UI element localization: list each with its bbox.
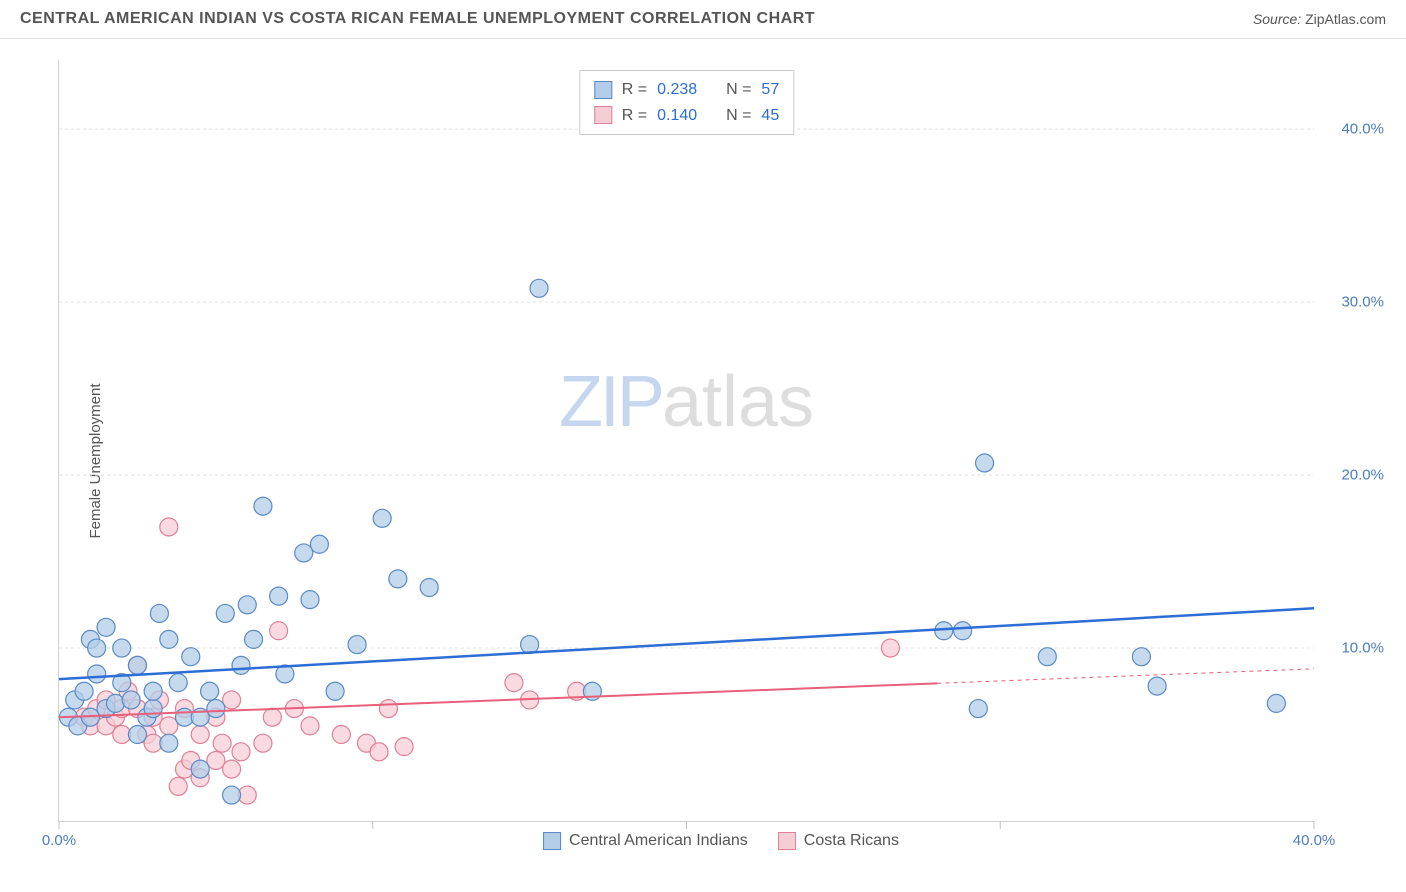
- r-label: R =: [622, 77, 647, 103]
- r-label: R =: [622, 103, 647, 129]
- pink-swatch: [594, 106, 612, 124]
- data-point: [1132, 648, 1150, 666]
- source-label: Source:: [1253, 11, 1301, 27]
- data-point: [326, 682, 344, 700]
- data-point: [245, 630, 263, 648]
- chart-svg: [59, 60, 1314, 821]
- data-point: [232, 743, 250, 761]
- data-point: [976, 454, 994, 472]
- stats-legend-box: R = 0.238 N = 57 R = 0.140 N = 45: [579, 70, 794, 135]
- chart-title: CENTRAL AMERICAN INDIAN VS COSTA RICAN F…: [20, 10, 815, 28]
- data-point: [223, 691, 241, 709]
- data-point: [144, 700, 162, 718]
- data-point: [160, 734, 178, 752]
- data-point: [238, 596, 256, 614]
- trend-line-extrapolated: [938, 669, 1315, 684]
- data-point: [420, 579, 438, 597]
- data-point: [395, 738, 413, 756]
- data-point: [295, 544, 313, 562]
- data-point: [1038, 648, 1056, 666]
- data-point: [373, 509, 391, 527]
- data-point: [348, 636, 366, 654]
- data-point: [223, 760, 241, 778]
- data-point: [263, 708, 281, 726]
- data-point: [160, 630, 178, 648]
- source-value: ZipAtlas.com: [1305, 11, 1386, 27]
- data-point: [216, 604, 234, 622]
- data-point: [223, 786, 241, 804]
- data-point: [213, 734, 231, 752]
- data-point: [207, 700, 225, 718]
- data-point: [201, 682, 219, 700]
- data-point: [521, 636, 539, 654]
- y-tick-label: 10.0%: [1341, 640, 1384, 657]
- data-point: [254, 497, 272, 515]
- data-point: [169, 777, 187, 795]
- data-point: [182, 648, 200, 666]
- legend-item-1: Central American Indians: [543, 832, 748, 850]
- data-point: [332, 726, 350, 744]
- data-point: [505, 674, 523, 692]
- data-point: [150, 604, 168, 622]
- legend-label-2: Costa Ricans: [804, 832, 899, 850]
- stats-row-1: R = 0.238 N = 57: [594, 77, 779, 103]
- data-point: [301, 591, 319, 609]
- n-value-1: 57: [761, 77, 779, 103]
- data-point: [113, 639, 131, 657]
- data-point: [88, 665, 106, 683]
- data-point: [270, 587, 288, 605]
- data-point: [379, 700, 397, 718]
- chart-header: CENTRAL AMERICAN INDIAN VS COSTA RICAN F…: [0, 0, 1406, 39]
- data-point: [1267, 694, 1285, 712]
- n-label: N =: [726, 77, 751, 103]
- legend-swatch-pink: [778, 832, 796, 850]
- data-point: [270, 622, 288, 640]
- n-label: N =: [726, 103, 751, 129]
- n-value-2: 45: [761, 103, 779, 129]
- data-point: [310, 535, 328, 553]
- data-point: [97, 618, 115, 636]
- r-value-2: 0.140: [657, 103, 697, 129]
- data-point: [128, 656, 146, 674]
- data-point: [88, 639, 106, 657]
- y-tick-label: 20.0%: [1341, 467, 1384, 484]
- data-point: [370, 743, 388, 761]
- data-point: [122, 691, 140, 709]
- data-point: [969, 700, 987, 718]
- y-tick-label: 30.0%: [1341, 294, 1384, 311]
- legend-item-2: Costa Ricans: [778, 832, 899, 850]
- legend-swatch-blue: [543, 832, 561, 850]
- chart-container: Female Unemployment ZIPatlas R = 0.238 N…: [48, 50, 1394, 872]
- data-point: [106, 694, 124, 712]
- data-point: [301, 717, 319, 735]
- blue-swatch: [594, 81, 612, 99]
- x-tick-label: 0.0%: [42, 832, 76, 849]
- trend-line: [59, 683, 938, 717]
- data-point: [1148, 677, 1166, 695]
- data-point: [75, 682, 93, 700]
- data-point: [144, 682, 162, 700]
- legend-label-1: Central American Indians: [569, 832, 748, 850]
- data-point: [207, 751, 225, 769]
- data-point: [191, 726, 209, 744]
- x-tick-label: 40.0%: [1293, 832, 1336, 849]
- r-value-1: 0.238: [657, 77, 697, 103]
- bottom-legend: Central American Indians Costa Ricans: [543, 832, 899, 850]
- data-point: [160, 717, 178, 735]
- data-point: [954, 622, 972, 640]
- data-point: [254, 734, 272, 752]
- source-attribution: Source: ZipAtlas.com: [1253, 11, 1386, 27]
- data-point: [160, 518, 178, 536]
- data-point: [881, 639, 899, 657]
- data-point: [169, 674, 187, 692]
- data-point: [128, 726, 146, 744]
- y-tick-label: 40.0%: [1341, 121, 1384, 138]
- data-point: [191, 760, 209, 778]
- data-point: [389, 570, 407, 588]
- data-point: [232, 656, 250, 674]
- stats-row-2: R = 0.140 N = 45: [594, 103, 779, 129]
- plot-area: ZIPatlas R = 0.238 N = 57 R = 0.140 N = …: [58, 60, 1314, 822]
- data-point: [530, 279, 548, 297]
